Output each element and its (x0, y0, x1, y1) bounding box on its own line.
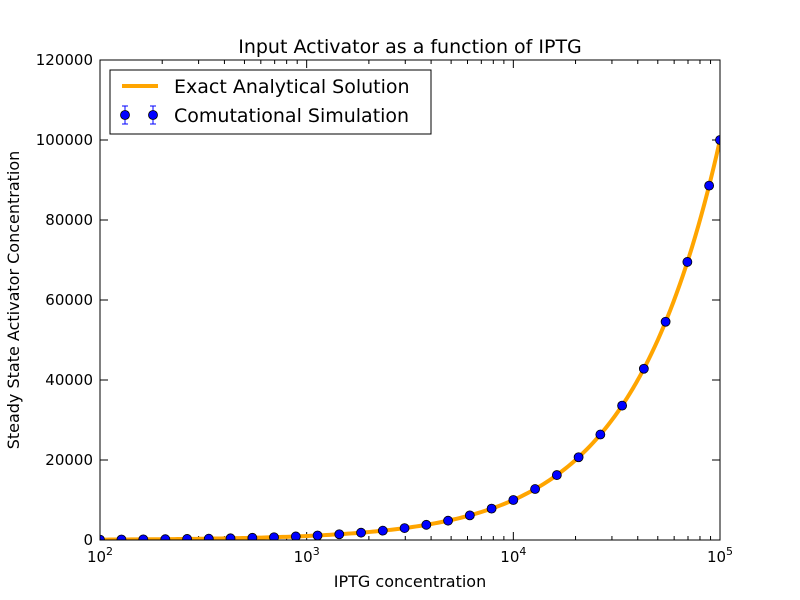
legend-box (109, 69, 432, 135)
simulation-point (138, 534, 149, 540)
y-tick-label: 40000 (45, 371, 93, 389)
analytical-solution-line (100, 138, 720, 540)
simulation-point (660, 316, 671, 327)
legend-label-analytical: Exact Analytical Solution (174, 76, 410, 98)
simulation-point (377, 525, 388, 536)
legend: Exact Analytical Solution Comutational S… (109, 69, 432, 135)
simulation-point (312, 530, 323, 540)
legend-label-simulation: Comutational Simulation (174, 105, 409, 127)
simulation-point (682, 257, 693, 267)
simulation-point (182, 534, 193, 540)
y-tick-label: 100000 (36, 131, 93, 149)
simulation-point (356, 527, 366, 538)
simulation-point (486, 503, 497, 514)
y-tick-label: 0 (83, 531, 93, 549)
simulation-point (334, 529, 345, 540)
legend-marker (120, 110, 130, 120)
y-tick-label: 60000 (45, 291, 93, 309)
simulation-point (715, 135, 720, 145)
plot-frame (99, 59, 721, 541)
legend-marker-swatch (120, 105, 158, 125)
simulation-point (638, 363, 649, 374)
y-tick-label: 20000 (45, 451, 93, 469)
simulation-point (464, 510, 475, 521)
simulation-point (617, 400, 628, 411)
legend-marker (148, 110, 158, 120)
simulation-point (573, 452, 584, 463)
simulation-point (508, 495, 519, 505)
simulation-point (399, 523, 410, 533)
simulation-point (530, 484, 540, 494)
simulation-point (269, 532, 279, 540)
chart-title: Input Activator as a function of IPTG (238, 36, 582, 58)
y-tick-label: 80000 (45, 211, 93, 229)
y-axis-label: Steady State Activator Concentration (4, 151, 23, 450)
simulation-point (203, 533, 214, 540)
simulation-point (421, 519, 432, 530)
x-axis-label: IPTG concentration (334, 572, 486, 591)
simulation-point (290, 531, 301, 540)
simulation-point (443, 515, 453, 526)
simulation-point (595, 429, 606, 440)
simulation-point (551, 470, 562, 480)
simulation-point (116, 534, 127, 540)
simulation-point (704, 180, 715, 191)
simulation-point (160, 534, 171, 540)
simulation-point (247, 532, 258, 540)
simulation-points (100, 135, 720, 540)
simulation-point (225, 533, 236, 540)
y-tick-label: 120000 (36, 51, 93, 69)
